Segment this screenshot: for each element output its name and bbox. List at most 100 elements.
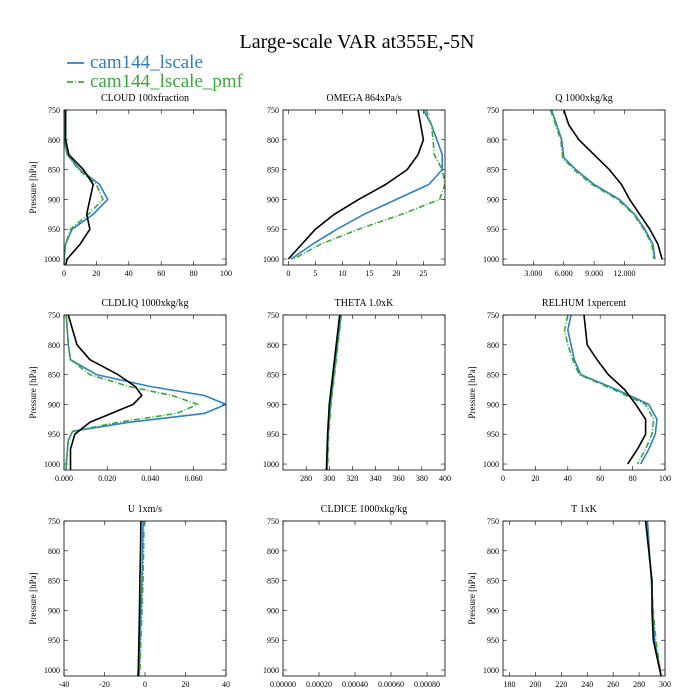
- xtick-label: 0: [286, 269, 290, 278]
- xtick-label: 200: [529, 680, 541, 689]
- xtick-label: 40: [564, 474, 572, 483]
- legend: cam144_lscale cam144_lscale_pmf: [67, 52, 244, 92]
- panel-2: Q 1000xkg/kg 750 800 850 900 950 1000 3.000 6.00…: [483, 93, 666, 278]
- y-axis-label: Pressure [hPa]: [467, 366, 477, 418]
- series-line-blue: [138, 521, 144, 676]
- panel-1: OMEGA 864xPa/s 750 800 850 900 950 1000 0 5 10 15 2…: [263, 93, 446, 278]
- panel-title-4: THETA 1.0xK: [335, 298, 394, 309]
- ytick-label: 900: [267, 606, 279, 615]
- series-line-black: [563, 110, 663, 260]
- xtick-label: 180: [503, 680, 515, 689]
- plot-frame: [282, 314, 446, 471]
- panel-title-2: Q 1000xkg/kg: [555, 93, 613, 104]
- ytick-label: 950: [48, 225, 60, 234]
- ytick-label: 950: [48, 636, 60, 645]
- panel-title-8: T 1xK: [571, 504, 597, 515]
- ytick-label: 800: [487, 547, 499, 556]
- ytick-label: 750: [48, 106, 60, 115]
- legend-label-1: cam144_lscale_pmf: [90, 71, 244, 92]
- xtick-label: 80: [629, 474, 637, 483]
- xtick-label: 9.000: [585, 269, 603, 278]
- xtick-label: 60: [596, 474, 604, 483]
- ytick-label: 1000: [44, 460, 60, 469]
- xtick-label: -20: [99, 680, 110, 689]
- xtick-label: 20: [531, 474, 539, 483]
- series-line-black: [325, 315, 341, 470]
- ytick-label: 850: [487, 166, 499, 175]
- ytick-label: 850: [487, 371, 499, 380]
- plot-frame: [502, 109, 666, 266]
- panel-title-0: CLOUD 100xfraction: [101, 93, 189, 104]
- series-group: [287, 110, 445, 260]
- xtick-label: -40: [59, 680, 70, 689]
- series-line-green: [65, 315, 199, 470]
- ytick-label: 1000: [263, 460, 279, 469]
- panel-title-5: RELHUM 1xpercent: [542, 298, 626, 309]
- ytick-label: 850: [487, 577, 499, 586]
- xtick-label: 0.00040: [342, 680, 368, 689]
- plot-frame: [63, 109, 227, 266]
- plot-frame: [282, 520, 446, 677]
- xtick-label: 20: [92, 269, 100, 278]
- xtick-label: 0.020: [98, 474, 116, 483]
- series-line-black: [287, 110, 425, 260]
- xtick-label: 0: [62, 269, 66, 278]
- ytick-label: 1000: [483, 255, 499, 264]
- xtick-label: 220: [555, 680, 567, 689]
- ytick-label: 750: [267, 311, 279, 320]
- y-axis-label: Pressure [hPa]: [28, 161, 38, 213]
- xtick-label: 12.000: [614, 269, 636, 278]
- xtick-label: 100: [659, 474, 671, 483]
- plot-frame: [502, 520, 666, 677]
- ytick-label: 750: [487, 517, 499, 526]
- ytick-label: 900: [487, 606, 499, 615]
- series-group: [64, 110, 109, 265]
- ytick-label: 800: [267, 547, 279, 556]
- xtick-label: 400: [439, 474, 451, 483]
- series-line-blue: [290, 110, 444, 260]
- xtick-label: 320: [346, 474, 358, 483]
- series-line-green: [293, 110, 445, 260]
- xtick-label: 300: [323, 474, 335, 483]
- xtick-label: 380: [416, 474, 428, 483]
- panel-title-7: CLDICE 1000xkg/kg: [321, 504, 407, 515]
- ytick-label: 750: [487, 311, 499, 320]
- figure-title: Large-scale VAR at355E,-5N: [240, 31, 475, 53]
- xtick-label: 100: [220, 269, 232, 278]
- series-group: [65, 315, 226, 470]
- ytick-label: 750: [487, 106, 499, 115]
- xtick-label: 360: [393, 474, 405, 483]
- ytick-label: 750: [267, 106, 279, 115]
- xtick-label: 20: [392, 269, 400, 278]
- ytick-label: 850: [48, 371, 60, 380]
- xtick-label: 25: [419, 269, 427, 278]
- ytick-label: 950: [487, 636, 499, 645]
- xtick-label: 15: [365, 269, 373, 278]
- ytick-label: 850: [267, 577, 279, 586]
- y-axis-label: Pressure [hPa]: [467, 572, 477, 624]
- series-line-green: [138, 521, 145, 676]
- series-line-black: [64, 110, 94, 265]
- panel-title-1: OMEGA 864xPa/s: [326, 93, 401, 104]
- plot-frame: [63, 314, 227, 471]
- series-group: [644, 521, 662, 676]
- ytick-label: 1000: [483, 460, 499, 469]
- ytick-label: 750: [48, 517, 60, 526]
- ytick-label: 950: [487, 225, 499, 234]
- xtick-label: 0.040: [141, 474, 159, 483]
- ytick-label: 950: [267, 225, 279, 234]
- y-axis-label: Pressure [hPa]: [28, 572, 38, 624]
- xtick-label: 280: [300, 474, 312, 483]
- series-line-black: [67, 315, 143, 470]
- xtick-label: 0.00020: [306, 680, 332, 689]
- xtick-label: 0.060: [185, 474, 203, 483]
- ytick-label: 800: [267, 341, 279, 350]
- series-line-green: [326, 315, 343, 470]
- ytick-label: 800: [487, 136, 499, 145]
- panel-title-6: U 1xm/s: [128, 504, 162, 515]
- xtick-label: 10: [338, 269, 346, 278]
- xtick-label: 0: [143, 680, 147, 689]
